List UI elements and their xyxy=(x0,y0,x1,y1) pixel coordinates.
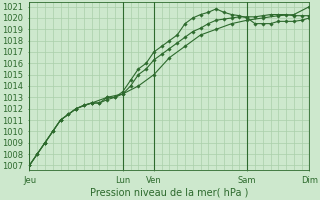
X-axis label: Pression niveau de la mer( hPa ): Pression niveau de la mer( hPa ) xyxy=(90,188,249,198)
